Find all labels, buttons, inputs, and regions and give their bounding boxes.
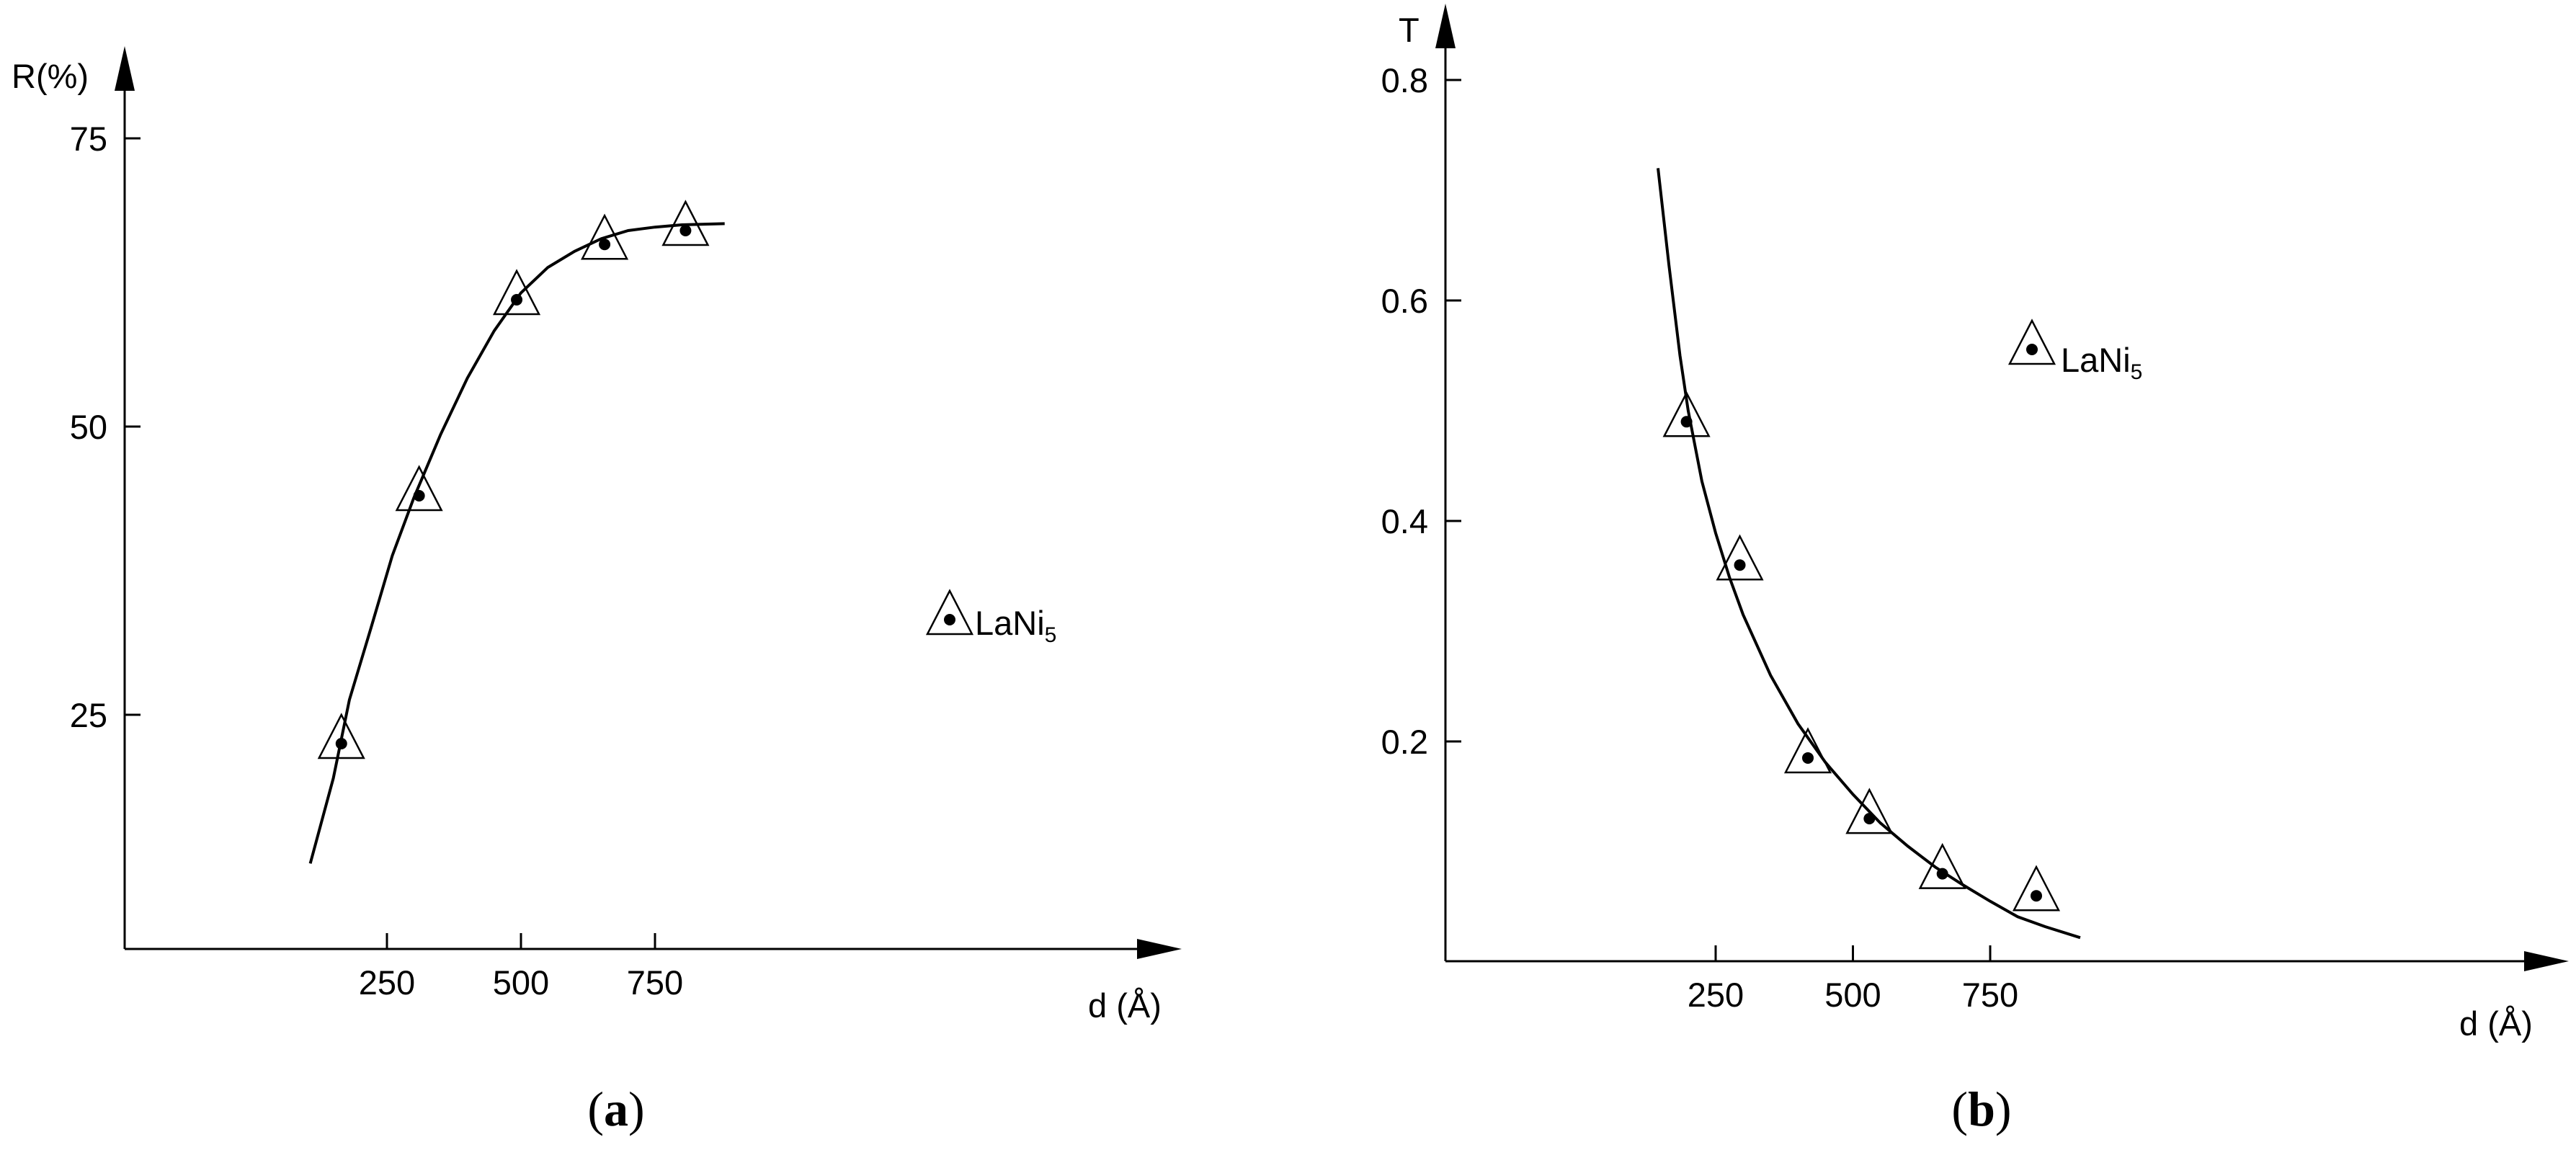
x-tick-label-b: 750: [1962, 976, 2018, 1014]
panel-label-a: (a): [587, 1082, 644, 1136]
y-tick-label-b: 0.8: [1381, 61, 1428, 99]
triangle-marker: [2012, 865, 2061, 911]
data-point-a: [661, 200, 710, 246]
legend-label-a: LaNi5: [975, 604, 1056, 647]
x-axis-label-b: d (Å): [2459, 1004, 2533, 1043]
legend-marker-a: [925, 589, 974, 636]
legend-b: LaNi5: [2007, 318, 2142, 384]
dot-marker: [1734, 559, 1746, 571]
data-point-a: [492, 269, 541, 316]
data-point-a: [317, 713, 365, 759]
triangle-marker: [1845, 788, 1894, 834]
y-tick-label-a: 25: [70, 696, 107, 734]
y-tick-label-b: 0.2: [1381, 723, 1428, 761]
triangle-marker: [1716, 534, 1764, 581]
triangle-marker: [581, 213, 629, 260]
legend-symbol-a: [925, 589, 974, 636]
triangle-marker: [395, 465, 443, 512]
triangle-marker: [661, 200, 710, 246]
dot-marker: [2026, 344, 2038, 355]
dot-marker: [413, 490, 425, 502]
ticks-a: 250 500 750 25 50 75: [70, 120, 683, 1002]
data-points-b: [1662, 391, 2061, 911]
data-point-b: [1918, 842, 1966, 889]
data-point-b: [1845, 788, 1894, 834]
panel-label-b: (b): [1951, 1082, 2011, 1136]
chart-panel-b: 250 500 750 0.2 0.4 0.6 0.8 T d (Å) LaNi5 (b): [1381, 4, 2569, 1136]
triangle-marker: [1662, 391, 1711, 437]
x-axis-arrow-b: [2524, 951, 2569, 971]
chart-panel-a: 250 500 750 25 50 75 R(%) d (Å) LaNi5 (a): [12, 46, 1182, 1136]
dot-marker: [335, 738, 347, 749]
legend-marker-b: [2007, 318, 2056, 365]
dot-marker: [1863, 813, 1876, 825]
data-point-a: [395, 465, 443, 512]
x-tick-label-b: 500: [1824, 976, 1881, 1014]
x-tick-label-a: 250: [359, 963, 415, 1002]
data-point-b: [1662, 391, 1711, 437]
x-axis-arrow-a: [1137, 939, 1182, 959]
x-tick-label-a: 750: [627, 963, 683, 1002]
legend-a: LaNi5: [925, 589, 1056, 647]
data-point-b: [1783, 727, 1832, 774]
y-tick-label-b: 0.4: [1381, 502, 1428, 540]
data-points-a: [317, 200, 710, 759]
legend-label-b: LaNi5: [2061, 341, 2142, 384]
legend-symbol-b: [2007, 318, 2056, 365]
data-point-b: [2012, 865, 2061, 911]
y-axis-label-a: R(%): [12, 57, 89, 95]
y-tick-label-a: 75: [70, 120, 107, 158]
triangle-marker: [2007, 318, 2056, 365]
x-tick-label-a: 500: [493, 963, 549, 1002]
dot-marker: [679, 225, 692, 236]
data-point-b: [1716, 534, 1764, 581]
ticks-b: 250 500 750 0.2 0.4 0.6 0.8: [1381, 61, 2019, 1014]
dot-marker: [944, 614, 955, 625]
x-axis-label-a: d (Å): [1088, 986, 1162, 1025]
triangle-marker: [492, 269, 541, 316]
dot-marker: [2031, 890, 2043, 902]
y-axis-label-b: T: [1399, 11, 1420, 49]
y-axis-arrow-b: [1435, 4, 1456, 48]
y-tick-label-a: 50: [70, 408, 107, 446]
dot-marker: [511, 294, 523, 306]
triangle-marker: [925, 589, 974, 636]
triangle-marker: [1783, 727, 1832, 774]
fit-curve-a: [308, 222, 725, 864]
triangle-marker: [317, 713, 365, 759]
dot-marker: [1802, 752, 1814, 764]
triangle-marker: [1918, 842, 1966, 889]
x-tick-label-b: 250: [1688, 976, 1744, 1014]
y-tick-label-b: 0.6: [1381, 282, 1428, 320]
y-axis-arrow-a: [115, 46, 135, 91]
dot-marker: [599, 239, 611, 251]
dot-marker: [1680, 416, 1693, 428]
dot-marker: [1936, 868, 1948, 880]
data-point-a: [581, 213, 629, 260]
